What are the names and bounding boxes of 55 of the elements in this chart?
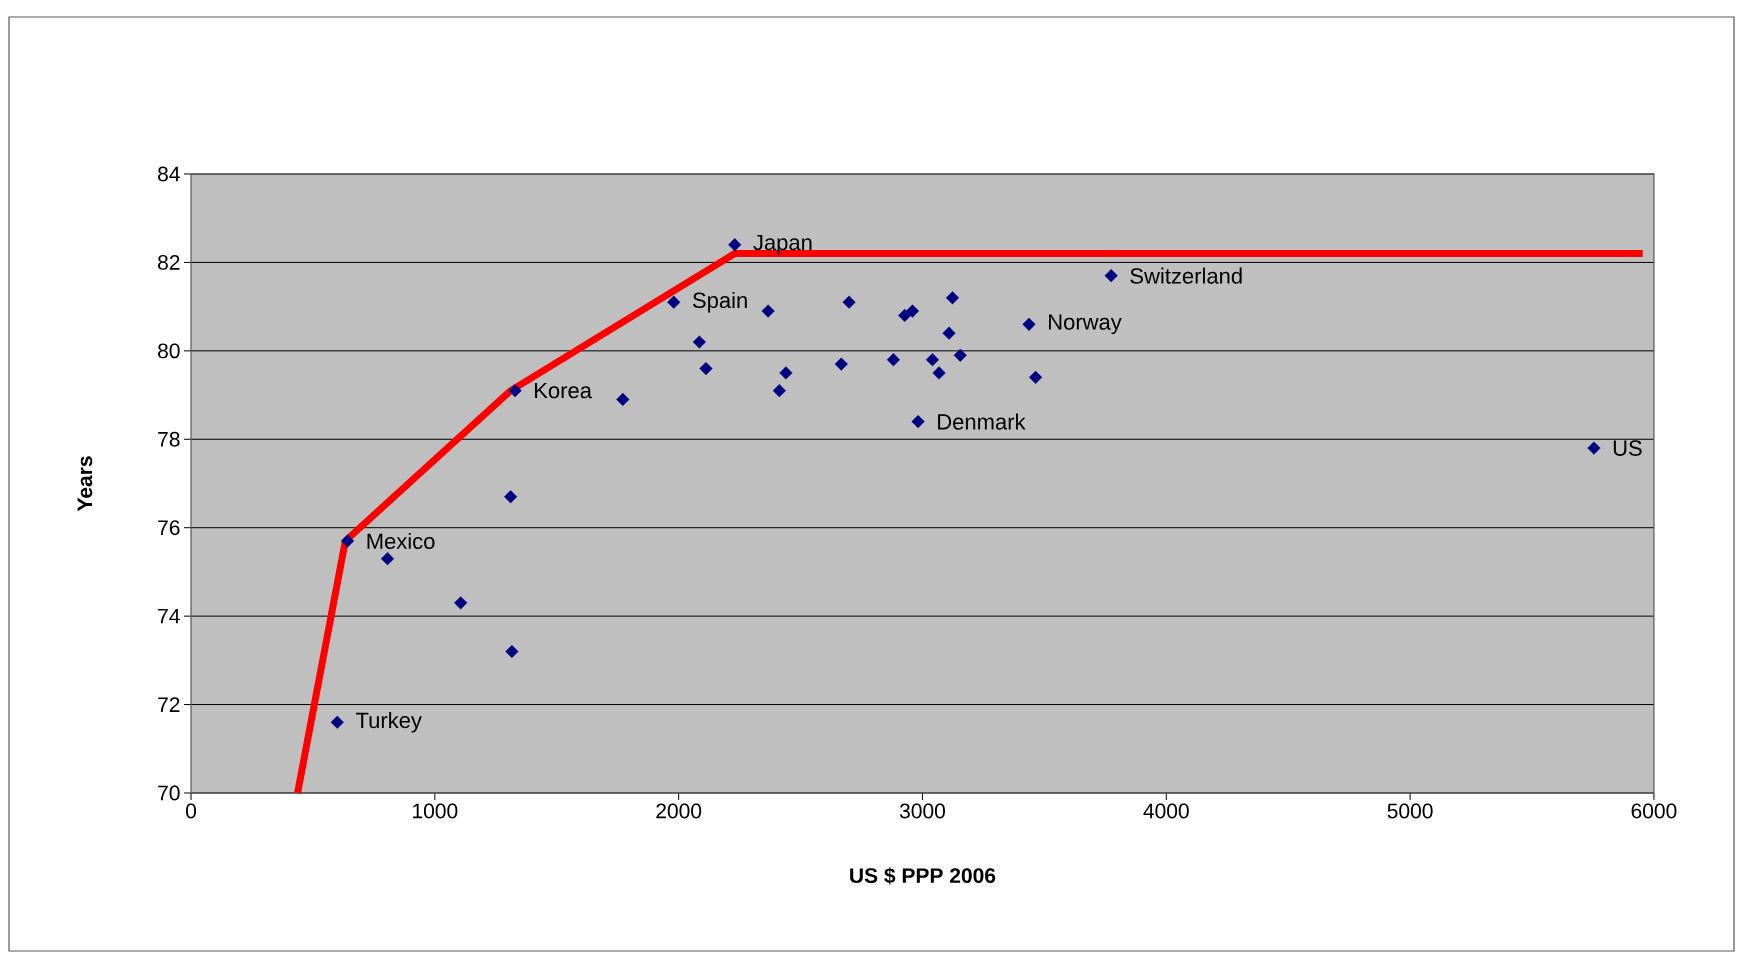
x-tick-label: 1000	[413, 803, 458, 819]
annotation: Norway	[1049, 314, 1122, 335]
y-axis-title: Years	[77, 456, 93, 512]
point	[616, 392, 630, 407]
point	[761, 304, 775, 318]
point	[340, 534, 355, 548]
point	[692, 335, 706, 349]
point	[925, 353, 940, 367]
point	[842, 295, 856, 309]
y-tick-label: 84	[158, 166, 180, 182]
y-tick-label: 78	[158, 431, 180, 447]
x-tick-label: 5000	[1387, 803, 1433, 819]
point	[886, 353, 901, 367]
point	[898, 308, 912, 323]
x-tick-label: 0	[185, 803, 197, 819]
annotation: Korea	[535, 382, 592, 399]
annotation: Switzerland	[1130, 267, 1242, 284]
point	[1104, 269, 1118, 283]
y-tick-label: 70	[158, 785, 180, 801]
x-tick-label: 6000	[1631, 803, 1677, 819]
point	[772, 384, 786, 398]
x-tick-label: 4000	[1143, 803, 1189, 819]
point	[667, 295, 681, 309]
annotation: Spain	[692, 291, 747, 313]
x-tick-label: 2000	[656, 803, 702, 819]
point	[1022, 317, 1036, 331]
point	[932, 366, 946, 380]
point	[1029, 370, 1043, 384]
point	[834, 357, 848, 371]
y-tick-label: 80	[158, 343, 180, 359]
point	[942, 326, 956, 340]
point	[728, 238, 742, 252]
point	[779, 366, 793, 380]
point	[504, 490, 518, 504]
point	[508, 384, 522, 398]
point	[505, 644, 519, 659]
x-tick-label: 3000	[899, 803, 945, 819]
annotation: Mexico	[367, 532, 435, 550]
point	[911, 415, 925, 429]
point	[945, 291, 960, 305]
x-axis-title: US $ PPP 2006	[850, 867, 996, 885]
point	[1587, 441, 1601, 455]
annotation: Denmark	[938, 413, 1026, 430]
y-tick-label: 72	[158, 697, 180, 712]
point	[380, 552, 395, 566]
y-tick-label: 74	[158, 608, 180, 624]
y-tick-label: 82	[158, 254, 180, 270]
annotation: Turkey	[356, 711, 422, 733]
point	[905, 304, 920, 318]
point	[454, 596, 468, 610]
point	[699, 361, 713, 376]
point	[953, 348, 967, 362]
point	[330, 715, 344, 729]
annotation: US	[1613, 440, 1642, 456]
y-tick-label: 76	[158, 520, 180, 536]
